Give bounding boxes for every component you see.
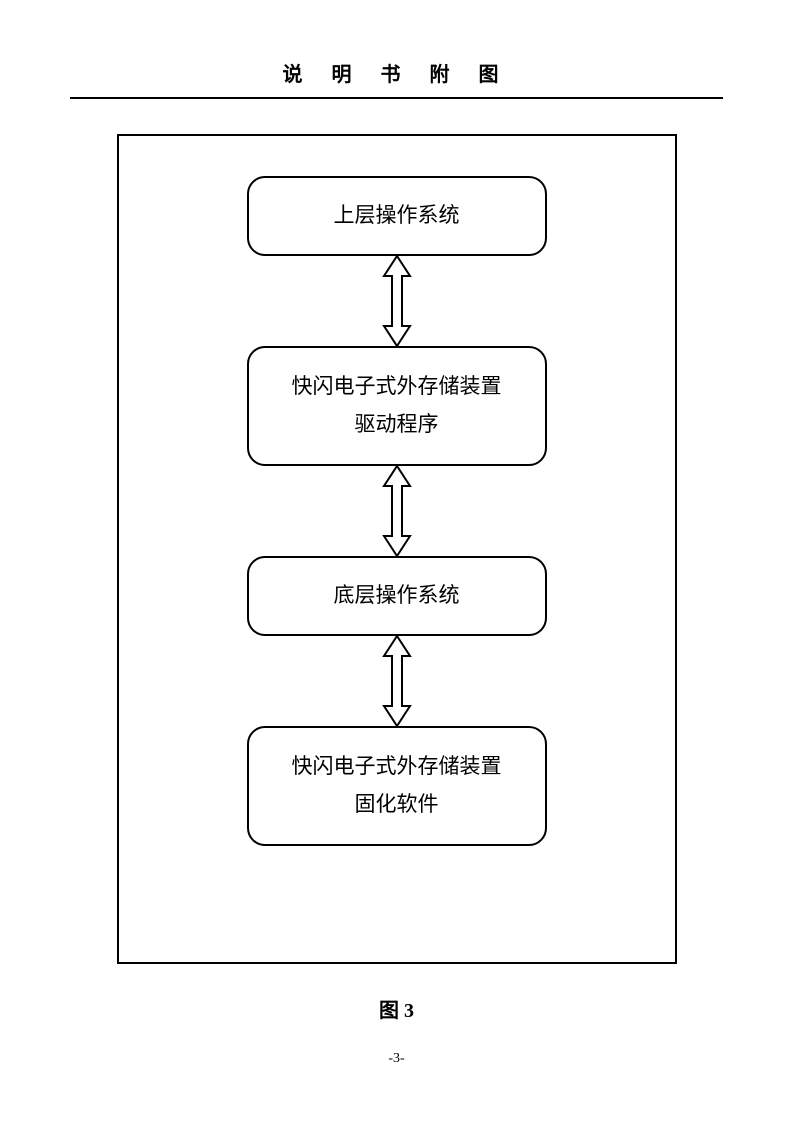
flowchart-container: 上层操作系统 快闪电子式外存储装置 驱动程序 底层操作系统 快闪电子式外存储装置 <box>117 134 677 964</box>
page-title: 说 明 书 附 图 <box>0 0 793 97</box>
node-lower-os: 底层操作系统 <box>247 556 547 636</box>
node-label-line1: 快闪电子式外存储装置 <box>292 748 502 786</box>
page-number: -3- <box>0 1051 793 1067</box>
flow-column: 上层操作系统 快闪电子式外存储装置 驱动程序 底层操作系统 快闪电子式外存储装置 <box>119 176 675 846</box>
node-label-line1: 快闪电子式外存储装置 <box>292 368 502 406</box>
node-label: 上层操作系统 <box>334 197 460 235</box>
arrow-1 <box>382 256 412 346</box>
double-arrow-icon <box>382 466 412 556</box>
arrow-2 <box>382 466 412 556</box>
node-label: 底层操作系统 <box>334 577 460 615</box>
node-upper-os: 上层操作系统 <box>247 176 547 256</box>
node-label-line2: 固化软件 <box>355 786 439 824</box>
double-arrow-icon <box>382 636 412 726</box>
node-label-line2: 驱动程序 <box>355 406 439 444</box>
node-flash-firmware: 快闪电子式外存储装置 固化软件 <box>247 726 547 846</box>
figure-label: 图 3 <box>0 994 793 1023</box>
header-divider <box>70 97 723 99</box>
node-flash-driver: 快闪电子式外存储装置 驱动程序 <box>247 346 547 466</box>
double-arrow-icon <box>382 256 412 346</box>
arrow-3 <box>382 636 412 726</box>
